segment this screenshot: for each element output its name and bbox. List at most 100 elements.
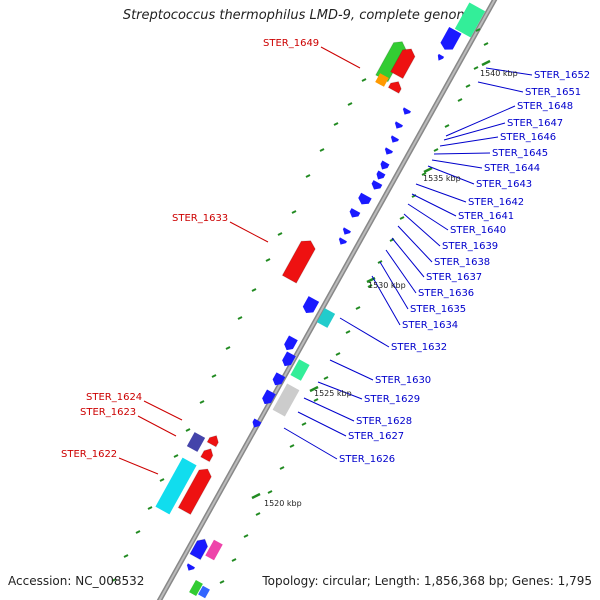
gene-feature[interactable]	[155, 457, 197, 515]
gene-feature[interactable]	[375, 170, 386, 182]
tick-mark	[199, 400, 205, 404]
tick-mark	[111, 578, 117, 582]
gene-feature[interactable]	[379, 160, 390, 172]
tick-mark	[323, 376, 329, 380]
gene-label[interactable]: STER_1651	[525, 87, 581, 98]
gene-label[interactable]: STER_1642	[468, 197, 524, 208]
gene-label[interactable]: STER_1636	[418, 288, 474, 299]
tick-mark	[475, 28, 481, 32]
gene-feature[interactable]	[290, 359, 310, 381]
gene-feature[interactable]	[280, 351, 296, 368]
gene-feature[interactable]	[198, 585, 210, 599]
kbp-tick-mark	[481, 59, 491, 67]
gene-label[interactable]: STER_1647	[507, 118, 563, 129]
tick-mark	[219, 580, 225, 584]
kbp-tick-mark	[423, 166, 433, 174]
tick-mark	[313, 398, 319, 402]
gene-label[interactable]: STER_1627	[348, 431, 404, 442]
gene-feature[interactable]	[189, 536, 210, 561]
gene-label[interactable]: STER_1626	[339, 454, 395, 465]
gene-feature[interactable]	[389, 45, 418, 80]
gene-label[interactable]: STER_1645	[492, 148, 548, 159]
gene-feature[interactable]	[356, 192, 372, 208]
gene-feature[interactable]	[439, 26, 462, 53]
gene-feature[interactable]	[281, 237, 317, 284]
kbp-label: 1540 kbp	[480, 69, 518, 78]
gene-label[interactable]: STER_1646	[500, 132, 556, 143]
tick-mark	[265, 258, 271, 262]
tick-mark	[355, 306, 361, 310]
tick-mark	[135, 530, 141, 534]
tick-mark	[421, 172, 427, 176]
gene-label[interactable]: STER_1640	[450, 225, 506, 236]
gene-feature[interactable]	[272, 383, 300, 417]
gene-label[interactable]: STER_1629	[364, 394, 420, 405]
tick-mark	[345, 330, 351, 334]
gene-feature[interactable]	[454, 2, 486, 38]
gene-feature[interactable]	[205, 539, 223, 561]
tick-mark	[289, 444, 295, 448]
gene-label[interactable]: STER_1644	[484, 163, 540, 174]
kbp-label: 1520 kbp	[264, 499, 302, 508]
tick-mark	[211, 374, 217, 378]
gene-feature[interactable]	[393, 121, 403, 130]
gene-feature[interactable]	[383, 147, 393, 156]
gene-feature[interactable]	[375, 73, 389, 87]
accession-text: Accession: NC_008532	[8, 574, 145, 588]
gene-feature[interactable]	[436, 53, 445, 62]
tick-mark	[465, 84, 471, 88]
map-title: Streptococcus thermophilus LMD-9, comple…	[122, 8, 478, 23]
gene-feature[interactable]	[316, 308, 336, 328]
gene-feature[interactable]	[389, 135, 399, 144]
gene-feature[interactable]	[260, 389, 276, 406]
gene-feature[interactable]	[200, 446, 216, 463]
gene-feature[interactable]	[271, 372, 286, 387]
gene-feature[interactable]	[301, 296, 320, 316]
kbp-label: 1535 kbp	[423, 174, 461, 183]
tick-mark	[457, 98, 463, 102]
kbp-tick-mark	[309, 385, 319, 393]
gene-label[interactable]: STER_1634	[402, 320, 458, 331]
kbp-tick-mark	[251, 492, 261, 500]
tick-mark	[483, 42, 489, 46]
tick-mark	[147, 506, 153, 510]
tick-mark	[277, 232, 283, 236]
gene-feature[interactable]	[370, 180, 383, 192]
gene-label[interactable]: STER_1632	[391, 342, 447, 353]
gene-feature[interactable]	[177, 466, 214, 516]
gene-label[interactable]: STER_1648	[517, 101, 573, 112]
gene-feature[interactable]	[206, 433, 221, 448]
tick-mark	[347, 102, 353, 106]
gene-label[interactable]: STER_1633	[172, 213, 228, 224]
gene-label[interactable]: STER_1643	[476, 179, 532, 190]
gene-label[interactable]: STER_1641	[458, 211, 514, 222]
tick-mark	[173, 454, 179, 458]
tick-mark	[225, 346, 231, 350]
tick-mark	[279, 466, 285, 470]
gene-label[interactable]: STER_1649	[263, 38, 319, 49]
gene-feature[interactable]	[401, 107, 411, 116]
tick-mark	[291, 210, 297, 214]
gene-feature[interactable]	[251, 418, 262, 430]
gene-feature[interactable]	[282, 335, 298, 352]
gene-feature[interactable]	[337, 237, 347, 246]
gene-feature[interactable]	[185, 563, 195, 572]
gene-label[interactable]: STER_1635	[410, 304, 466, 315]
gene-label[interactable]: STER_1652	[534, 70, 590, 81]
gene-label[interactable]: STER_1630	[375, 375, 431, 386]
gene-label[interactable]: STER_1624	[86, 392, 142, 403]
gene-label[interactable]: STER_1622	[61, 449, 117, 460]
gene-label[interactable]: STER_1638	[434, 257, 490, 268]
gene-feature[interactable]	[387, 79, 403, 94]
gene-label[interactable]: STER_1628	[356, 416, 412, 427]
tick-mark	[319, 148, 325, 152]
gene-label[interactable]: STER_1639	[442, 241, 498, 252]
gene-label[interactable]: STER_1637	[426, 272, 482, 283]
gene-label[interactable]: STER_1623	[80, 407, 136, 418]
gene-feature[interactable]	[186, 432, 206, 452]
gene-feature[interactable]	[189, 579, 203, 597]
tick-mark	[267, 490, 273, 494]
gene-feature[interactable]	[341, 227, 351, 236]
gene-feature[interactable]	[348, 208, 361, 220]
